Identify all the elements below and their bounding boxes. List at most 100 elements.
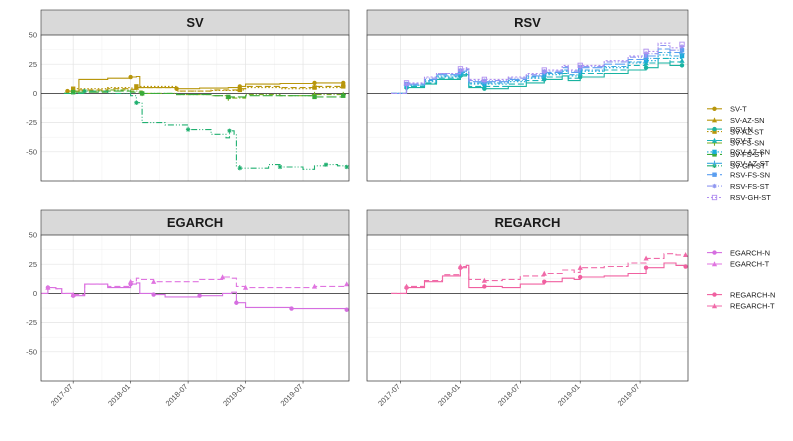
legend-item: RSV-T: [707, 136, 753, 145]
series-point: [643, 265, 649, 270]
legend-label: SV-AZ-ST: [730, 127, 764, 136]
series-point: [151, 292, 156, 297]
series-point: [312, 94, 317, 100]
legend-label: REGARCH-T: [730, 302, 775, 311]
legend-label: RSV-N: [730, 125, 753, 134]
y-tick-label: 50: [29, 31, 37, 40]
legend-item: SV-FS-ST: [707, 150, 764, 159]
series-group: [391, 41, 685, 94]
legend-item: RSV-GH-ST: [707, 193, 771, 202]
series-point: [541, 270, 547, 276]
series-point: [227, 128, 232, 133]
panel-sv: SV 50 25 0 -25 -50: [26, 9, 350, 182]
legend-label: EGARCH-N: [730, 248, 770, 257]
x-tick-label: 2018-07: [164, 382, 190, 408]
series-point: [242, 284, 249, 290]
series-point: [128, 74, 133, 80]
legend-item: SV-AZ-SN: [707, 116, 765, 125]
panel-border: [366, 234, 689, 382]
legend-item: REGARCH-N: [707, 290, 775, 299]
series-point: [226, 94, 231, 100]
y-tick-label: 0: [33, 89, 37, 98]
legend-swatch-marker: [711, 303, 718, 309]
legend-label: EGARCH-T: [730, 260, 770, 269]
series-point: [70, 291, 76, 297]
legend-item: EGARCH-N: [707, 248, 770, 257]
legend-swatch-marker: [712, 183, 717, 189]
series-point: [45, 284, 51, 290]
series-point: [679, 41, 685, 47]
series-point: [312, 80, 317, 86]
legend-label: RSV-AZ-ST: [730, 159, 770, 168]
y-tick-label: -50: [26, 347, 37, 356]
y-tick-label: 50: [29, 231, 37, 240]
legend-label: SV-FS-ST: [730, 150, 764, 159]
series-point: [643, 65, 649, 70]
panel-egarch: EGARCH 50 25 0 -25 -50 2017-07 2018-01 2018-07 20…: [26, 209, 350, 408]
legend-item: SV-T: [707, 105, 747, 114]
series-point: [311, 283, 318, 289]
series-point: [197, 293, 202, 298]
panel-border: [366, 34, 689, 182]
panel-title: EGARCH: [167, 215, 223, 230]
series-point: [679, 57, 685, 63]
series-line-rsv-gh-st: [391, 42, 683, 94]
legend-swatch-marker: [712, 152, 717, 157]
series-line-regarch-t: [391, 253, 686, 294]
series-point: [341, 93, 346, 98]
panel-border: [40, 34, 350, 182]
legend-label: RSV-FS-SN: [730, 170, 770, 179]
x-tick-label: 2019-07: [616, 382, 642, 408]
x-tick-label: 2017-07: [49, 382, 75, 408]
legend-swatch-marker: [711, 261, 718, 267]
series-point: [237, 87, 243, 93]
series-point: [577, 62, 583, 69]
panel-title: SV: [186, 15, 204, 30]
series-point: [643, 48, 649, 55]
y-tick-label: 0: [33, 289, 37, 298]
series-point: [82, 88, 87, 94]
strip-background: [366, 209, 689, 236]
series-point: [323, 162, 329, 167]
legend-label: RSV-AZ-SN: [730, 148, 770, 157]
series-point: [457, 66, 464, 72]
series-point: [139, 91, 145, 96]
legend-label: REGARCH-N: [730, 290, 775, 299]
legend-swatch-marker: [712, 106, 717, 112]
series-point: [481, 277, 487, 283]
legend-label: SV-FS-SN: [730, 139, 765, 148]
series-point: [219, 274, 226, 280]
legend-swatch-marker: [711, 194, 718, 201]
series-point: [403, 80, 410, 86]
panel-title: REGARCH: [495, 215, 561, 230]
legend: SV-T SV-AZ-SN SV-AZ-ST SV-FS-SN SV-FS-ST SV-G…: [707, 105, 775, 311]
series-line-rsv-n: [391, 62, 682, 94]
series-point: [289, 306, 294, 311]
legend-label: SV-T: [730, 105, 747, 114]
y-tick-label: 25: [29, 60, 37, 69]
series-point: [482, 284, 487, 289]
series-point: [541, 67, 547, 73]
legend-item: SV-AZ-ST: [707, 127, 764, 136]
series-point: [542, 279, 547, 284]
panel-border: [40, 234, 350, 382]
series-point: [277, 164, 283, 170]
series-point: [683, 264, 688, 269]
strip-background: [366, 9, 689, 36]
series-point: [134, 100, 139, 105]
series-point: [403, 283, 410, 289]
series-point: [679, 47, 685, 53]
x-tick-label: 2019-07: [279, 382, 305, 408]
legend-item: RSV-N: [707, 125, 753, 134]
legend-swatch-marker: [711, 137, 718, 143]
x-tick-label: 2018-07: [496, 382, 522, 408]
x-tick-label: 2018-01: [106, 382, 132, 408]
legend-item: RSV-AZ-SN: [707, 148, 770, 157]
series-point: [341, 84, 346, 89]
series-point: [457, 263, 464, 269]
y-tick-label: -50: [26, 147, 37, 156]
series-group: [64, 74, 349, 171]
series-point: [679, 63, 685, 68]
series-point: [65, 88, 70, 94]
